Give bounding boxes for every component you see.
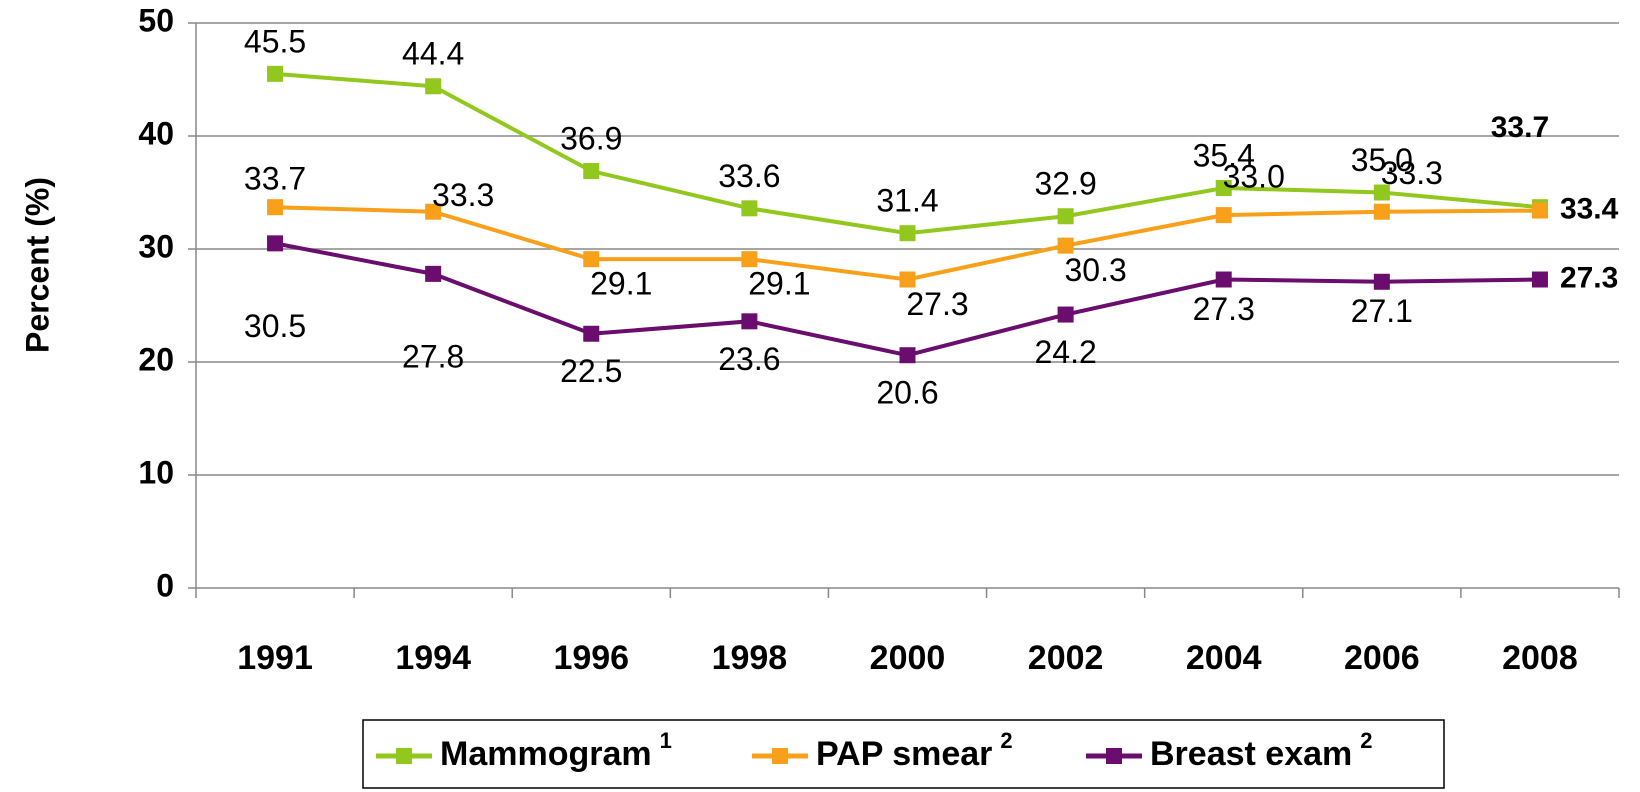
marker: [1531, 202, 1548, 219]
marker: [583, 325, 600, 342]
marker: [425, 78, 442, 95]
marker: [1373, 184, 1390, 201]
data-label: 44.4: [402, 36, 464, 72]
y-tick-label: 40: [138, 115, 174, 151]
data-label: 33.4: [1560, 193, 1619, 226]
data-label: 27.3: [1193, 291, 1255, 327]
y-tick-label: 10: [138, 454, 174, 490]
legend-box: [362, 719, 1445, 789]
legend-name: Breast exam: [1150, 735, 1352, 773]
marker: [741, 251, 758, 268]
x-tick-label: 1994: [395, 639, 471, 677]
marker: [1215, 207, 1232, 224]
marker: [899, 347, 916, 364]
marker: [425, 203, 442, 220]
data-label: 33.7: [1491, 111, 1549, 144]
data-label: 27.3: [1560, 261, 1618, 294]
y-tick-label: 30: [138, 228, 174, 264]
data-label: 29.1: [748, 266, 810, 302]
x-tick-label: 2008: [1502, 639, 1578, 677]
x-tick-label: 2000: [870, 639, 946, 677]
data-label: 33.3: [1381, 155, 1443, 191]
marker: [741, 313, 758, 330]
data-label: 20.6: [876, 375, 938, 411]
x-tick-label: 2006: [1344, 639, 1420, 677]
data-label: 24.2: [1034, 334, 1096, 370]
marker: [1057, 208, 1074, 225]
data-label: 33.3: [432, 177, 494, 213]
marker: [741, 200, 758, 217]
marker: [899, 225, 916, 242]
legend-name: PAP smear: [816, 735, 992, 773]
data-label: 27.1: [1351, 293, 1413, 329]
data-label: 30.5: [244, 308, 306, 344]
marker: [899, 271, 916, 288]
marker: [425, 265, 442, 282]
marker: [267, 65, 284, 82]
y-axis-title: Percent (%): [19, 177, 55, 353]
x-tick-label: 1996: [553, 639, 629, 677]
data-label: 22.5: [560, 353, 622, 389]
x-tick-label: 1998: [712, 639, 788, 677]
legend-marker: [1106, 748, 1122, 764]
legend-label: Breast exam 2: [1150, 728, 1373, 773]
marker: [1373, 203, 1390, 220]
data-label: 33.7: [244, 161, 306, 197]
marker: [1531, 271, 1548, 288]
data-label: 27.3: [906, 286, 968, 322]
data-label: 32.9: [1034, 166, 1096, 202]
marker: [1057, 306, 1074, 323]
legend-marker: [772, 748, 788, 764]
data-label: 29.1: [590, 266, 652, 302]
marker: [583, 251, 600, 268]
legend-label: Mammogram 1: [440, 728, 672, 773]
legend-label: PAP smear 2: [816, 728, 1013, 773]
legend-marker: [396, 748, 412, 764]
data-label: 30.3: [1064, 252, 1126, 288]
legend-footnote: 2: [1000, 728, 1012, 753]
legend-footnote: 1: [660, 728, 672, 753]
data-label: 45.5: [244, 23, 306, 59]
legend-name: Mammogram: [440, 735, 652, 773]
data-label: 35.0: [1351, 142, 1413, 178]
y-tick-label: 0: [156, 567, 174, 603]
marker: [1215, 271, 1232, 288]
data-label: 36.9: [560, 120, 622, 156]
data-label: 33.6: [718, 158, 780, 194]
x-tick-label: 2004: [1186, 639, 1262, 677]
y-tick-label: 20: [138, 341, 174, 377]
x-tick-label: 2002: [1028, 639, 1104, 677]
data-label: 27.8: [402, 338, 464, 374]
data-label: 31.4: [876, 183, 938, 219]
marker: [583, 163, 600, 180]
marker: [1373, 273, 1390, 290]
marker: [267, 235, 284, 252]
legend-footnote: 2: [1360, 728, 1372, 753]
data-label: 33.0: [1223, 159, 1285, 195]
y-tick-label: 50: [138, 2, 174, 38]
marker: [267, 199, 284, 216]
data-label: 23.6: [718, 341, 780, 377]
marker: [1057, 237, 1074, 254]
marker: [1215, 179, 1232, 196]
data-label: 35.4: [1193, 137, 1255, 173]
x-tick-label: 1991: [237, 639, 313, 677]
